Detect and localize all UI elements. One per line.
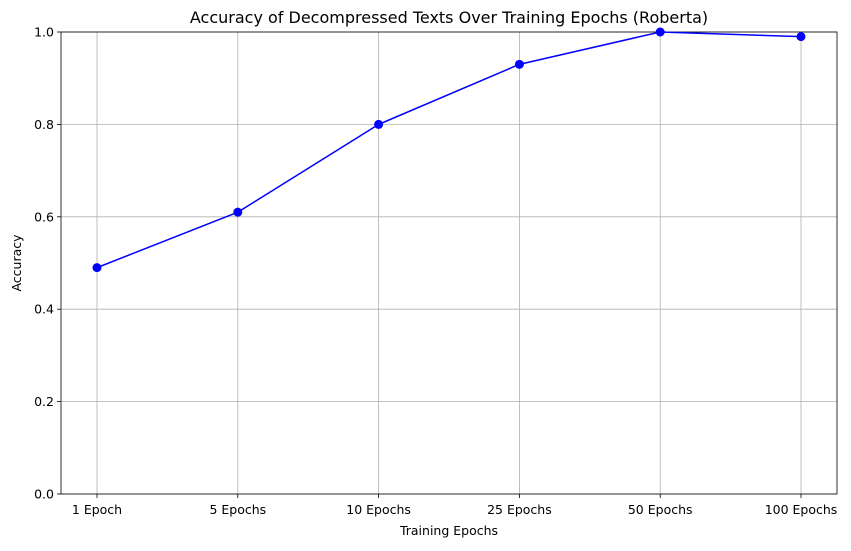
series-line	[96, 31, 802, 269]
data-point	[374, 119, 384, 129]
x-tick-label: 5 Epochs	[209, 502, 266, 517]
x-tick-label: 10 Epochs	[346, 502, 411, 517]
data-point	[233, 207, 243, 217]
chart-title: Accuracy of Decompressed Texts Over Trai…	[190, 8, 708, 27]
plot-frame	[60, 31, 838, 495]
grid	[61, 31, 837, 495]
x-axis-label: Training Epochs	[399, 523, 498, 538]
y-tick-label: 0.6	[34, 209, 54, 224]
data-point	[514, 59, 524, 69]
series-layer	[92, 27, 806, 273]
x-tick-label: 100 Epochs	[765, 502, 838, 517]
x-tick-label: 1 Epoch	[72, 502, 122, 517]
x-tick-label: 50 Epochs	[628, 502, 693, 517]
data-point	[92, 263, 102, 273]
y-tick-label: 0.2	[34, 394, 54, 409]
y-axis-label: Accuracy	[9, 234, 24, 292]
y-tick-label: 0.8	[34, 117, 54, 132]
y-tick-label: 0.0	[34, 487, 54, 502]
axes: 0.0 0.2 0.4 0.6 0.8 1.0 1 Epoch 5 Epochs 10 Epoc…	[34, 25, 838, 517]
x-tick-label: 25 Epochs	[487, 502, 552, 517]
data-point	[796, 32, 806, 42]
data-point	[655, 27, 665, 37]
y-tick-label: 0.4	[34, 302, 54, 317]
y-tick-label: 1.0	[34, 25, 54, 40]
